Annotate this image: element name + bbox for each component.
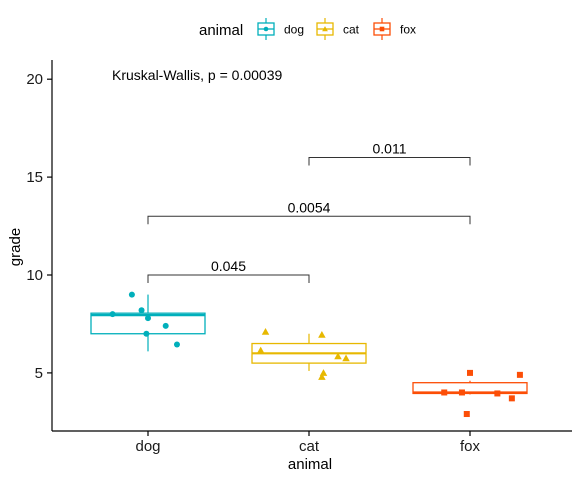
box-fox <box>412 380 528 395</box>
data-point-fox <box>463 411 470 418</box>
bracket-line <box>308 157 471 166</box>
legend-key-square-icon <box>379 26 385 32</box>
data-point-dog <box>128 291 135 298</box>
x-tick-label-fox: fox <box>460 438 481 455</box>
data-point-cat <box>256 346 265 354</box>
comparison-bracket-dog-cat: 0.045 <box>147 258 310 283</box>
data-point-cat <box>342 354 350 362</box>
x-tick-label-dog: dog <box>135 438 160 455</box>
data-point-fox <box>516 371 523 378</box>
data-point-dog <box>138 307 145 314</box>
legend-key-circle-icon <box>263 26 269 32</box>
data-point-fox <box>508 395 515 402</box>
data-point-cat <box>334 352 342 360</box>
data-point-cat <box>318 373 326 380</box>
kruskal-wallis-annotation: Kruskal-Wallis, p = 0.00039 <box>112 67 282 83</box>
legend: animal dog cat fox <box>199 18 416 40</box>
comparison-bracket-dog-fox: 0.0054 <box>147 199 471 225</box>
legend-label: cat <box>343 23 360 37</box>
data-point-fox <box>494 390 501 397</box>
legend-label: dog <box>284 23 304 37</box>
y-tick-label: 5 <box>35 365 43 382</box>
comparison-bracket-cat-fox: 0.011 <box>308 141 471 166</box>
legend-label: fox <box>400 23 416 37</box>
data-point-fox <box>467 369 473 376</box>
data-point-dog <box>143 330 150 337</box>
data-point-fox <box>441 389 448 396</box>
legend-item-dog: dog <box>257 18 304 40</box>
bracket-p-value: 0.045 <box>211 258 246 274</box>
data-point-fox <box>458 389 465 396</box>
bracket-line <box>147 274 310 283</box>
legend-item-cat: cat <box>316 18 360 40</box>
data-point-dog <box>173 341 180 348</box>
y-tick-label: 15 <box>26 169 43 186</box>
x-tick-label-cat: cat <box>299 438 320 455</box>
bracket-line <box>147 215 471 225</box>
bracket-p-value: 0.011 <box>373 141 407 157</box>
legend-title: animal <box>199 22 243 39</box>
x-axis-title: animal <box>288 456 332 473</box>
y-tick-label: 10 <box>26 267 43 284</box>
y-axis-title: grade <box>7 228 24 266</box>
data-point-cat <box>261 328 270 335</box>
legend-item-fox: fox <box>373 18 416 40</box>
data-point-dog <box>109 311 116 318</box>
y-tick-label: 20 <box>26 71 43 88</box>
data-point-dog <box>162 322 169 329</box>
legend-key-triangle-icon <box>322 26 328 32</box>
data-point-dog <box>145 315 151 322</box>
data-point-cat <box>318 330 326 338</box>
bracket-p-value: 0.0054 <box>288 199 331 215</box>
